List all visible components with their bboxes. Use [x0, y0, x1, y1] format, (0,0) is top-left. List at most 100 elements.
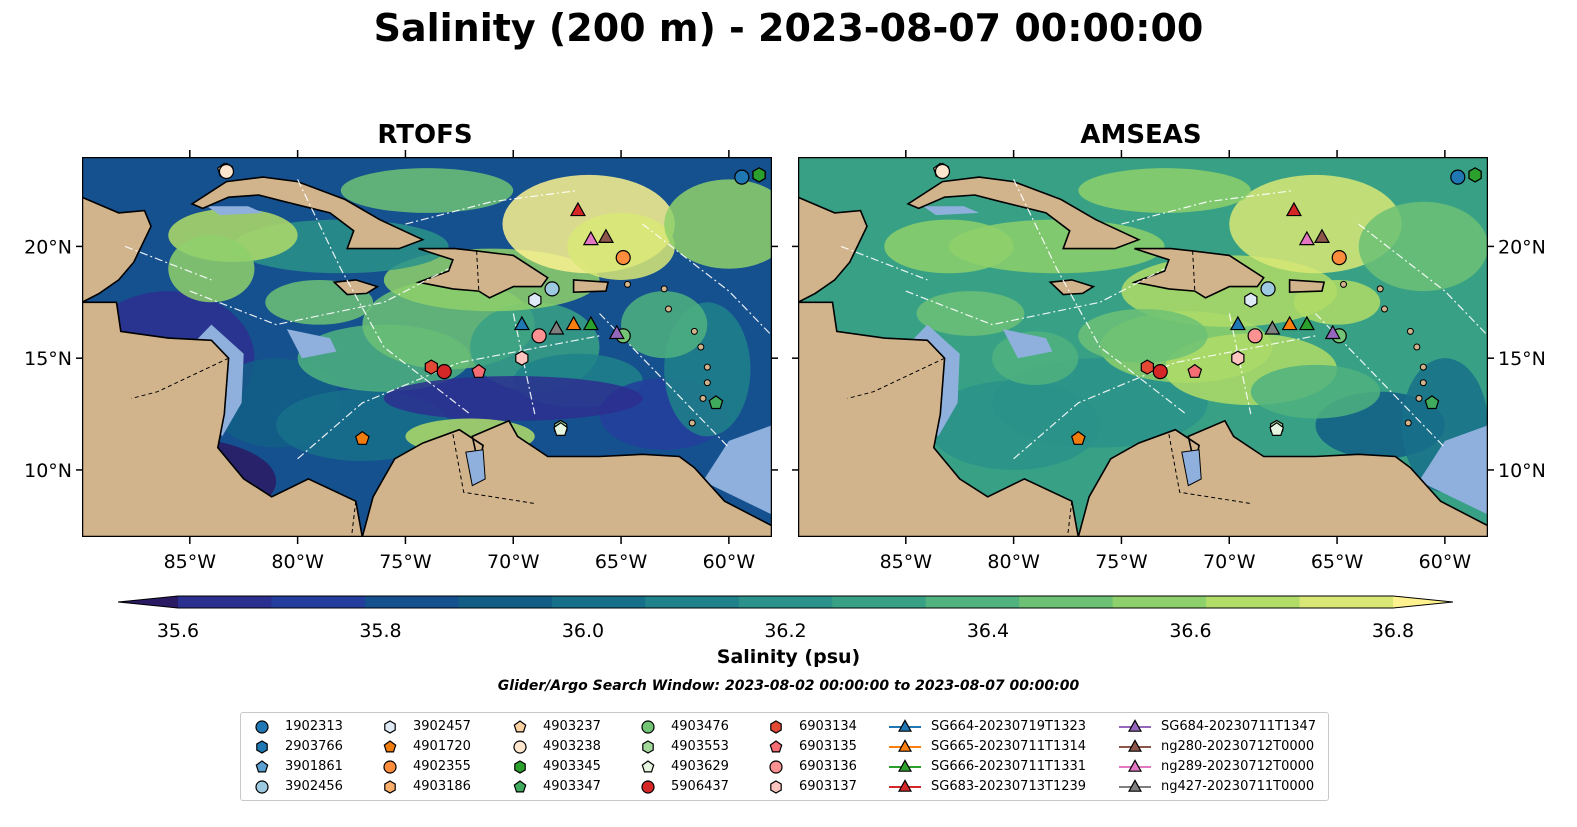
- legend-label: 6903136: [799, 759, 857, 774]
- legend-label: ng289-20230712T0000: [1161, 759, 1315, 774]
- platform-4901720: [354, 430, 370, 445]
- colorbar-tick-label: 36.4: [966, 620, 1010, 642]
- land-hispaniola: [415, 247, 549, 299]
- y-tick-label: 10°N: [24, 460, 72, 482]
- land-florida: [798, 157, 868, 304]
- legend-label: 4903476: [671, 719, 729, 734]
- legend-marker-icon: [1119, 719, 1151, 732]
- colorbar-tick-label: 36.6: [1169, 620, 1212, 642]
- platform-6903136: [531, 328, 547, 344]
- legend-marker-icon: [770, 720, 782, 734]
- legend-label: 4903186: [413, 779, 471, 794]
- legend-label: 5906437: [671, 779, 729, 794]
- legend-label: ng427-20230711T0000: [1161, 779, 1315, 794]
- platform-SG666-20230711T1331: [1298, 315, 1315, 331]
- legend-marker-icon: [513, 720, 527, 733]
- land-jamaica: [1048, 279, 1096, 296]
- x-tick-label: 65°W: [1311, 551, 1364, 573]
- colorbar-tick-label: 36.2: [764, 620, 807, 642]
- platform-SG684-20230711T1347: [608, 324, 625, 340]
- platform-1902313: [1450, 169, 1466, 185]
- platform-4903238: [218, 163, 235, 180]
- legend-marker-icon: [384, 720, 396, 734]
- land-puertoRico: [572, 279, 610, 294]
- legend-marker-icon: [255, 780, 269, 794]
- x-tick-label: 80°W: [271, 551, 324, 573]
- platform-4902355: [615, 249, 631, 266]
- search-window-subtitle: Glider/Argo Search Window: 2023-08-02 00…: [497, 678, 1080, 694]
- land-southAmerica: [361, 419, 772, 537]
- land-southAmerica: [1077, 419, 1488, 537]
- y-tick-label: 15°N: [24, 348, 72, 370]
- platform-ng427-20230711T0000: [548, 320, 565, 335]
- legend-marker-icon: [255, 720, 269, 734]
- platform-4902355: [1331, 249, 1347, 266]
- legend-marker-icon: [256, 740, 268, 754]
- legend-marker-icon: [384, 780, 396, 794]
- land-puertoRico: [1288, 279, 1326, 294]
- legend-marker-icon: [383, 760, 397, 774]
- platform-ng280-20230712T0000: [1313, 228, 1330, 243]
- platform-ng289-20230712T0000: [1298, 230, 1315, 246]
- land-florida: [82, 157, 152, 304]
- legend-label: 3901861: [285, 759, 343, 774]
- x-tick-label: 85°W: [164, 551, 217, 573]
- panel-title-amseas: AMSEAS: [1080, 120, 1202, 150]
- legend-label: 6903137: [799, 779, 857, 794]
- x-tick-label: 75°W: [1095, 551, 1148, 573]
- platform-ng427-20230711T0000: [1264, 320, 1281, 335]
- legend-label: 4903345: [543, 759, 601, 774]
- platform-1902313: [734, 169, 750, 185]
- legend-label: ng280-20230712T0000: [1161, 739, 1315, 754]
- legend-label: 4903553: [671, 739, 729, 754]
- x-tick-label: 75°W: [379, 551, 432, 573]
- colorbar-tick-label: 36.0: [561, 620, 605, 642]
- platform-6903135: [1187, 363, 1203, 378]
- x-tick-label: 70°W: [1203, 551, 1256, 573]
- legend-label: 4901720: [413, 739, 471, 754]
- colorbar-label: Salinity (psu): [716, 646, 861, 668]
- legend-marker-icon: [383, 740, 397, 753]
- legend-marker-icon: [889, 759, 921, 772]
- platform-4903238: [934, 163, 951, 180]
- amseas-map: [798, 157, 1488, 537]
- legend-marker-icon: [641, 780, 655, 794]
- colorbar-tick-label: 35.6: [156, 620, 200, 642]
- platform-6903137: [515, 350, 529, 366]
- legend-label: 6903135: [799, 739, 857, 754]
- legend-label: 6903134: [799, 719, 857, 734]
- legend-marker-icon: [769, 760, 783, 774]
- platform-4903345: [1468, 167, 1482, 183]
- platform-5906437: [436, 363, 452, 380]
- land-centralAmerica: [798, 301, 1080, 537]
- platform-SG664-20230719T1323: [513, 315, 530, 331]
- figure-title: Salinity (200 m) - 2023-08-07 00:00:00: [373, 6, 1204, 50]
- land-centralAmerica: [82, 301, 364, 537]
- salinity-field: [82, 157, 772, 537]
- platform-3902457: [528, 292, 542, 308]
- legend-marker-icon: [1119, 759, 1151, 772]
- x-tick-label: 65°W: [595, 551, 648, 573]
- legend-label: 4903237: [543, 719, 601, 734]
- platform-4901720: [1070, 430, 1086, 445]
- legend-marker-icon: [770, 780, 782, 794]
- legend-label: SG665-20230711T1314: [931, 739, 1087, 754]
- legend-marker-icon: [889, 779, 921, 792]
- platform-4903345: [752, 167, 766, 183]
- platform-6903134: [424, 359, 438, 375]
- rtofs-map: [82, 157, 772, 537]
- platform-ng289-20230712T0000: [582, 230, 599, 246]
- land-jamaica: [332, 279, 380, 296]
- x-tick-label: 70°W: [487, 551, 540, 573]
- land-cuba: [190, 176, 425, 250]
- platform-4903629: [1269, 421, 1285, 436]
- legend-label: 3902456: [285, 779, 343, 794]
- platform-4903629: [553, 421, 569, 436]
- platform-6903135: [471, 363, 487, 378]
- platform-6903137: [1231, 350, 1245, 366]
- legend-marker-icon: [641, 720, 655, 734]
- legend-label: SG683-20230713T1239: [931, 779, 1087, 794]
- salinity-colorbar: [118, 595, 1453, 609]
- platform-SG666-20230711T1331: [582, 315, 599, 331]
- platform-6903136: [1247, 328, 1263, 344]
